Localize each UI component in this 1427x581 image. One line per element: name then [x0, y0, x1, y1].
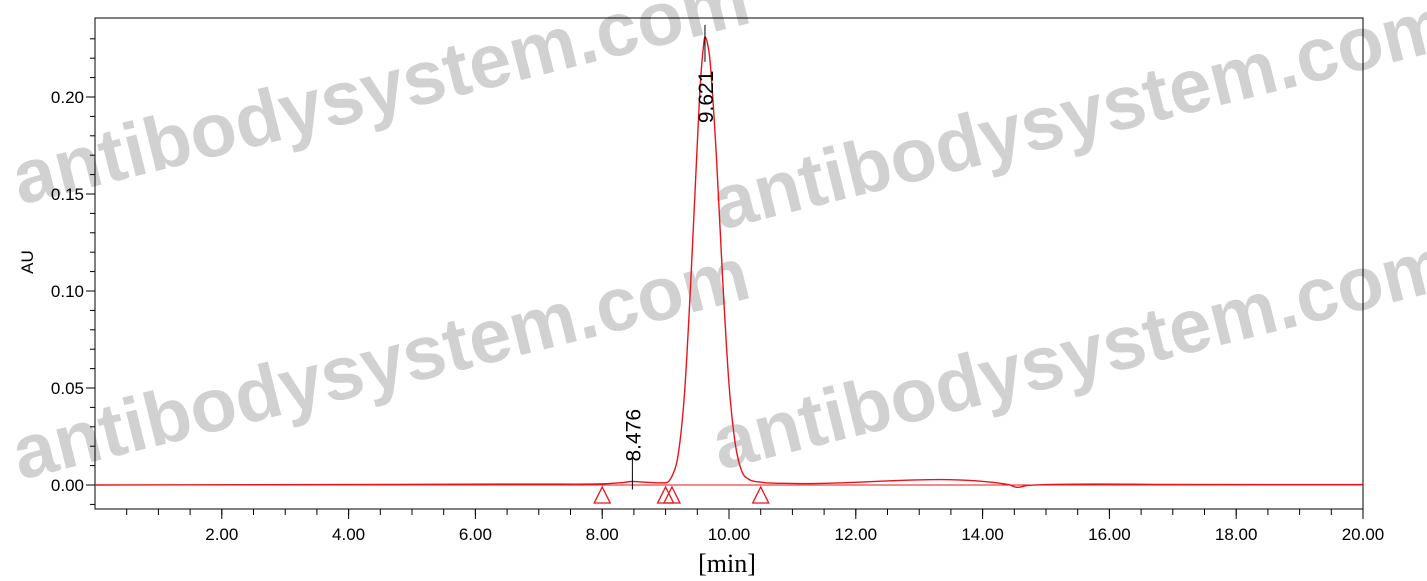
watermark-text: antibodysystem.com	[704, 0, 1427, 246]
integration-marker	[751, 485, 770, 504]
integration-marker	[593, 485, 612, 504]
x-tick-label: 18.00	[1215, 525, 1258, 544]
y-tick-label: 0.05	[51, 379, 84, 398]
y-axis-label: AU	[18, 250, 37, 274]
x-tick-label: 8.00	[586, 525, 619, 544]
x-tick-label: 10.00	[708, 525, 751, 544]
watermark-text: antibodysystem.com	[4, 0, 758, 221]
x-tick-label: 4.00	[332, 525, 365, 544]
integration-marker	[662, 485, 681, 504]
x-axis-label: [min]	[698, 549, 756, 578]
peak-labels: 8.476 9.621	[622, 24, 718, 490]
x-tick-label: 16.00	[1088, 525, 1131, 544]
series-layer	[94, 36, 1364, 489]
y-tick-label: 0.10	[51, 282, 84, 301]
peak-label: 8.476	[622, 409, 645, 462]
x-tick-label: 20.00	[1342, 525, 1385, 544]
y-tick-label: 0.15	[51, 185, 84, 204]
y-tick-label: 0.00	[51, 476, 84, 495]
x-tick-label: 2.00	[205, 525, 238, 544]
axis-ticks: 2.00 4.00 6.00 8.00 10.00 12.00 14.00 16.00 18.0…	[51, 38, 1385, 544]
x-tick-label: 12.00	[835, 525, 878, 544]
integration-markers	[593, 485, 770, 504]
watermark-text: antibodysystem.com	[704, 221, 1427, 486]
peak-label: 9.621	[695, 71, 718, 124]
y-tick-label: 0.20	[51, 88, 84, 107]
x-tick-label: 14.00	[961, 525, 1004, 544]
x-tick-label: 6.00	[459, 525, 492, 544]
